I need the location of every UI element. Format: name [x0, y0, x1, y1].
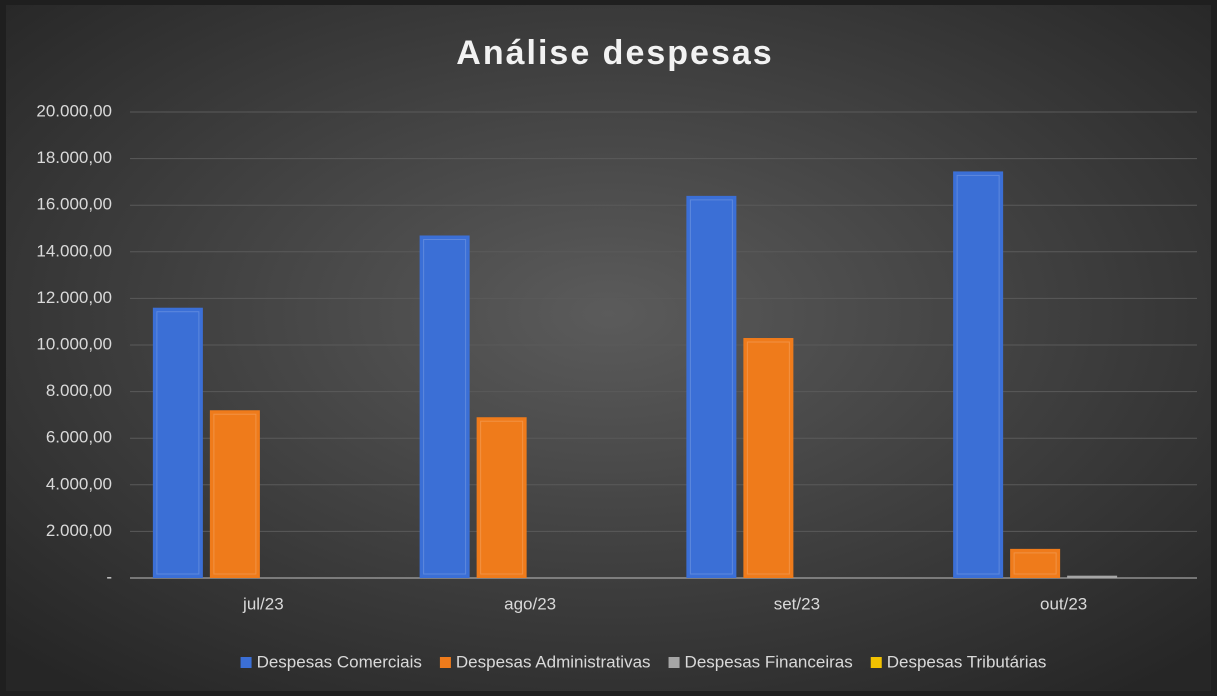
- bar-bevel: [423, 238, 467, 575]
- legend-label: Despesas Comerciais: [257, 652, 422, 671]
- bar: [419, 235, 470, 579]
- y-tick-label: 2.000,00: [46, 521, 112, 540]
- bar-bevel: [689, 199, 733, 575]
- legend-label: Despesas Tributárias: [887, 652, 1047, 671]
- y-tick-label: 8.000,00: [46, 381, 112, 400]
- legend-label: Despesas Administrativas: [456, 652, 651, 671]
- bar: [152, 307, 203, 578]
- legend-marker: [870, 657, 882, 668]
- y-tick-label: 4.000,00: [46, 474, 112, 493]
- y-tick-label: 18.000,00: [36, 148, 112, 167]
- bar: [686, 195, 737, 578]
- legend-marker: [240, 657, 252, 668]
- y-tick-label: 16.000,00: [36, 195, 112, 214]
- chart-title: Análise despesas: [456, 34, 773, 72]
- y-tick-label: 6.000,00: [46, 428, 112, 447]
- x-tick-label: set/23: [774, 594, 820, 613]
- x-tick-label: out/23: [1040, 594, 1087, 613]
- x-tick-label: ago/23: [504, 594, 556, 613]
- bar: [953, 171, 1004, 579]
- bar-bevel: [156, 311, 200, 575]
- bar: [476, 417, 527, 578]
- legend-marker: [439, 657, 451, 668]
- legend-label: Despesas Financeiras: [685, 652, 853, 671]
- y-tick-label: 10.000,00: [36, 334, 112, 353]
- bar-bevel: [746, 341, 790, 575]
- bar-bevel: [1013, 552, 1057, 575]
- bar: [1067, 575, 1118, 578]
- bar: [209, 410, 260, 578]
- legend-marker: [668, 657, 680, 668]
- bar-bevel: [956, 174, 1000, 575]
- y-tick-label: 12.000,00: [36, 288, 112, 307]
- bar: [743, 338, 794, 578]
- y-tick-label: -: [106, 567, 112, 586]
- y-tick-label: 14.000,00: [36, 241, 112, 260]
- y-tick-label: 20.000,00: [36, 101, 112, 120]
- bar-bevel: [480, 420, 524, 575]
- bar: [1010, 548, 1061, 578]
- bar-bevel: [213, 413, 257, 575]
- x-tick-label: jul/23: [242, 594, 284, 613]
